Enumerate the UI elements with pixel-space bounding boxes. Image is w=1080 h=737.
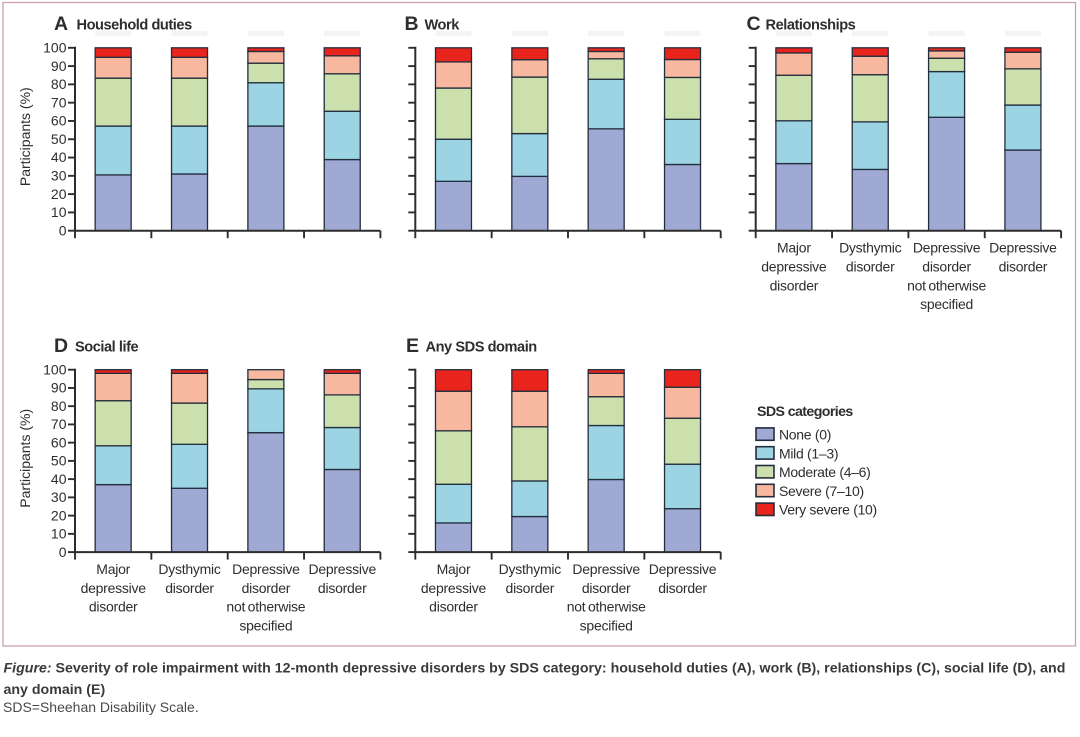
svg-text:D: D [54, 335, 68, 357]
svg-text:disorder: disorder [999, 258, 1048, 274]
svg-text:Major: Major [96, 561, 130, 577]
svg-text:not otherwise: not otherwise [567, 599, 646, 615]
svg-text:70: 70 [51, 94, 67, 110]
svg-text:80: 80 [51, 398, 67, 414]
svg-text:not otherwise: not otherwise [907, 277, 986, 293]
svg-text:70: 70 [51, 416, 67, 432]
svg-text:Very severe (10): Very severe (10) [779, 502, 877, 518]
svg-text:depressive: depressive [421, 580, 487, 596]
svg-text:50: 50 [51, 131, 67, 147]
svg-text:Depressive: Depressive [913, 240, 981, 256]
svg-text:30: 30 [51, 168, 67, 184]
svg-text:10: 10 [51, 526, 67, 542]
svg-text:Severe (7–10): Severe (7–10) [779, 483, 864, 499]
svg-text:specified: specified [580, 618, 633, 634]
svg-text:Participants (%): Participants (%) [17, 87, 33, 186]
svg-text:Any SDS domain: Any SDS domain [426, 339, 538, 355]
svg-text:Depressive: Depressive [232, 561, 300, 577]
svg-text:Depressive: Depressive [308, 561, 376, 577]
svg-text:disorder: disorder [506, 580, 555, 596]
svg-text:Dysthymic: Dysthymic [499, 561, 562, 577]
svg-text:90: 90 [51, 58, 67, 74]
svg-text:60: 60 [51, 434, 67, 450]
svg-text:disorder: disorder [846, 258, 895, 274]
svg-text:60: 60 [51, 113, 67, 129]
svg-text:disorder: disorder [658, 580, 707, 596]
svg-text:Major: Major [777, 240, 811, 256]
svg-text:Major: Major [437, 561, 471, 577]
svg-text:Depressive: Depressive [572, 561, 640, 577]
svg-text:100: 100 [43, 361, 67, 377]
svg-text:Mild (1–3): Mild (1–3) [779, 445, 838, 461]
svg-text:0: 0 [59, 544, 67, 560]
svg-text:specified: specified [239, 618, 292, 634]
svg-text:B: B [405, 13, 419, 35]
svg-text:Work: Work [425, 18, 461, 34]
svg-text:A: A [54, 13, 68, 35]
svg-text:None (0): None (0) [779, 427, 831, 443]
svg-text:disorder: disorder [429, 599, 478, 615]
svg-text:20: 20 [51, 507, 67, 523]
svg-text:E: E [406, 335, 419, 357]
svg-text:40: 40 [51, 149, 67, 165]
svg-text:Dysthymic: Dysthymic [158, 561, 221, 577]
svg-text:disorder: disorder [165, 580, 214, 596]
svg-text:40: 40 [51, 471, 67, 487]
svg-text:Moderate (4–6): Moderate (4–6) [779, 464, 871, 480]
svg-text:SDS categories: SDS categories [757, 404, 853, 420]
svg-text:Social life: Social life [75, 339, 139, 355]
svg-text:depressive: depressive [761, 258, 827, 274]
svg-text:0: 0 [59, 222, 67, 238]
svg-text:depressive: depressive [81, 580, 147, 596]
svg-text:Dysthymic: Dysthymic [839, 240, 902, 256]
svg-text:specified: specified [920, 296, 973, 312]
svg-text:100: 100 [43, 40, 67, 56]
svg-text:disorder: disorder [242, 580, 291, 596]
svg-text:Depressive: Depressive [989, 240, 1057, 256]
svg-text:disorder: disorder [318, 580, 367, 596]
svg-text:any domain (E): any domain (E) [4, 682, 106, 698]
svg-text:not otherwise: not otherwise [226, 599, 305, 615]
svg-text:50: 50 [51, 453, 67, 469]
svg-text:disorder: disorder [89, 599, 138, 615]
svg-text:disorder: disorder [922, 258, 971, 274]
svg-text:SDS=Sheehan Disability Scale.: SDS=Sheehan Disability Scale. [3, 699, 199, 715]
svg-text:Figure: Severity of role impai: Figure: Severity of role impairment with… [4, 661, 1066, 677]
svg-text:Household duties: Household duties [77, 18, 193, 34]
svg-text:C: C [747, 13, 761, 35]
svg-text:90: 90 [51, 380, 67, 396]
svg-text:30: 30 [51, 489, 67, 505]
svg-text:disorder: disorder [770, 277, 819, 293]
svg-text:Participants (%): Participants (%) [17, 409, 33, 508]
svg-text:Relationships: Relationships [766, 18, 856, 34]
svg-text:10: 10 [51, 204, 67, 220]
svg-text:Depressive: Depressive [649, 561, 717, 577]
svg-text:disorder: disorder [582, 580, 631, 596]
svg-text:80: 80 [51, 76, 67, 92]
svg-text:20: 20 [51, 186, 67, 202]
